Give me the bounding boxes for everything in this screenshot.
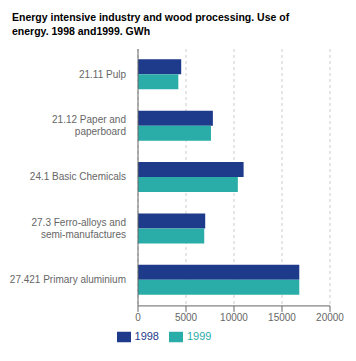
svg-text:10000: 10000 — [220, 312, 248, 323]
svg-text:0: 0 — [135, 312, 141, 323]
html-text:1999: 1999 — [187, 329, 212, 342]
svg-text:21.12 Paper andpaperboard: 21.12 Paper andpaperboard — [52, 114, 126, 137]
html-text:Energy intensive industry and: Energy intensive industry and wood proce… — [12, 11, 290, 23]
svg-text:27.421 Primary aluminium: 27.421 Primary aluminium — [10, 274, 126, 285]
html-text:1998: 1998 — [134, 329, 159, 342]
svg-text:24.1 Basic Chemicals: 24.1 Basic Chemicals — [30, 171, 126, 182]
svg-text:5000: 5000 — [175, 312, 198, 323]
svg-text:27.3 Ferro-alloys andsemi-manu: 27.3 Ferro-alloys andsemi-manufactures — [32, 216, 127, 239]
svg-text:15000: 15000 — [268, 312, 296, 323]
svg-text:21.11 Pulp: 21.11 Pulp — [79, 68, 127, 79]
html-text:energy. 1998 and1999. GWh: energy. 1998 and1999. GWh — [12, 25, 151, 37]
svg-text:20000: 20000 — [316, 312, 344, 323]
